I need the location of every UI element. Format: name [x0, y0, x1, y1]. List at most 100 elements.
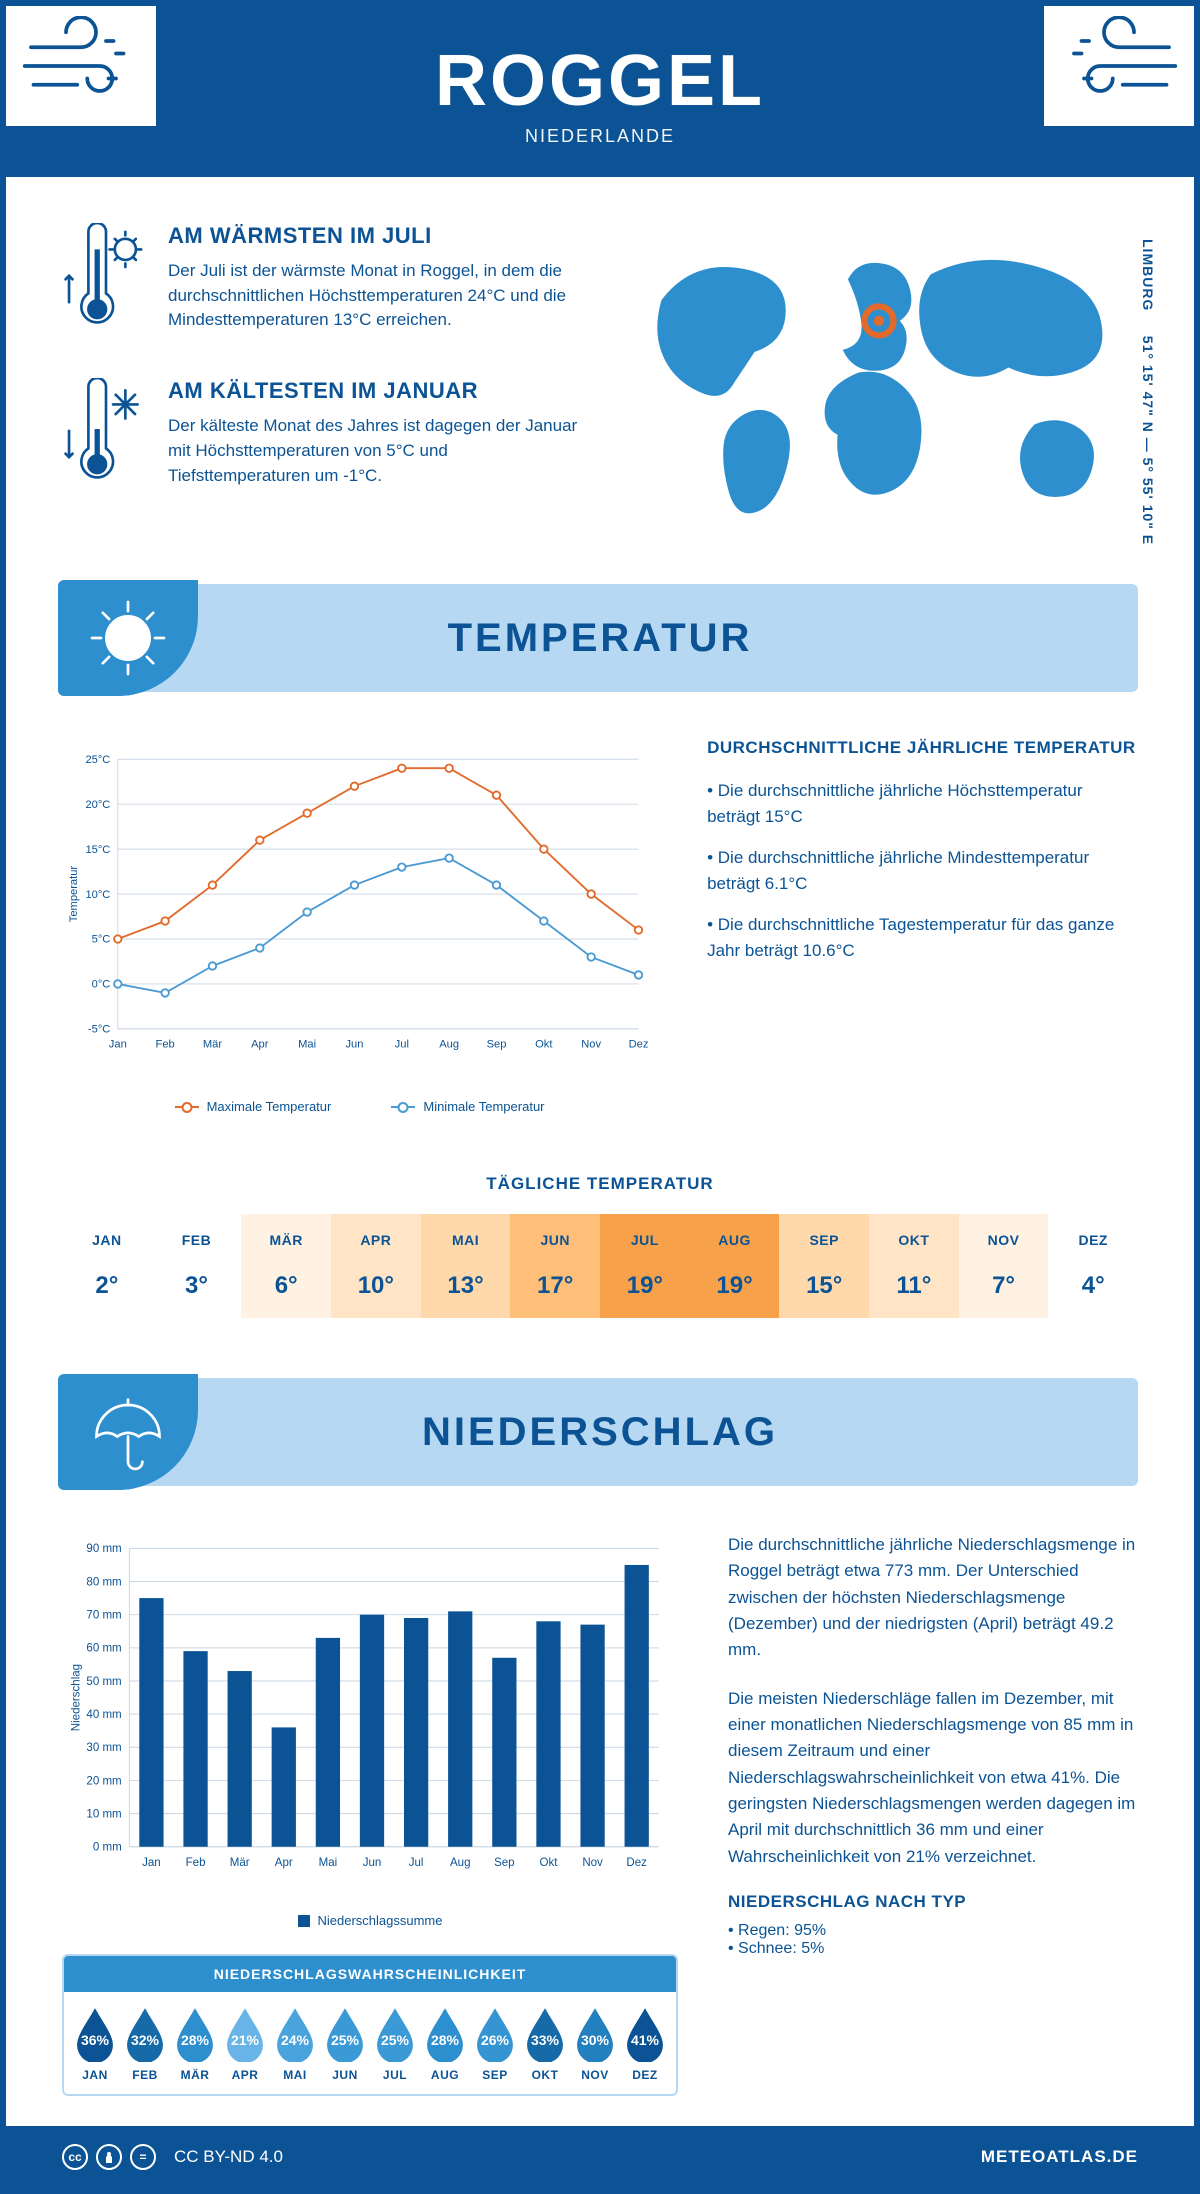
warmest-title: AM WÄRMSTEN IM JULI	[168, 223, 580, 249]
note-bullet: • Die durchschnittliche Tagestemperatur …	[707, 912, 1138, 963]
raindrop-icon: 25%	[372, 2006, 418, 2062]
svg-text:15°C: 15°C	[85, 844, 110, 856]
daily-month: JUL	[604, 1232, 686, 1248]
svg-text:Nov: Nov	[582, 1857, 603, 1869]
svg-text:90 mm: 90 mm	[86, 1543, 121, 1555]
precip-paragraph: Die durchschnittliche jährliche Niedersc…	[728, 1532, 1138, 1664]
legend-min: Minimale Temperatur	[423, 1099, 544, 1114]
svg-text:Jul: Jul	[409, 1857, 424, 1869]
prob-month: FEB	[122, 2068, 168, 2082]
raindrop-icon: 24%	[272, 2006, 318, 2062]
daily-value: 17°	[514, 1272, 596, 1300]
prob-month: OKT	[522, 2068, 568, 2082]
daily-temp-cell: FEB 3°	[152, 1214, 242, 1318]
svg-text:Mär: Mär	[230, 1857, 250, 1869]
svg-text:0°C: 0°C	[92, 979, 111, 991]
prob-percent: 28%	[172, 2032, 218, 2048]
prob-drop-cell: 32% FEB	[122, 2006, 168, 2082]
notes-title: DURCHSCHNITTLICHE JÄHRLICHE TEMPERATUR	[707, 738, 1138, 758]
svg-text:Jan: Jan	[142, 1857, 161, 1869]
temperature-heading: TEMPERATUR	[448, 616, 753, 661]
daily-value: 4°	[1052, 1272, 1134, 1300]
svg-text:Sep: Sep	[494, 1857, 515, 1869]
location-title: ROGGEL	[6, 40, 1194, 122]
coordinates-label: LIMBURG 51° 15' 47" N — 5° 55' 10" E	[1140, 239, 1156, 545]
svg-text:Dez: Dez	[629, 1038, 649, 1050]
daily-temp-cell: JUN17°	[510, 1214, 600, 1318]
daily-value: 19°	[604, 1272, 686, 1300]
coldest-body: Der kälteste Monat des Jahres ist dagege…	[168, 414, 580, 488]
prob-drop-cell: 33% OKT	[522, 2006, 568, 2082]
prob-month: JUL	[372, 2068, 418, 2082]
daily-temp-title: TÄGLICHE TEMPERATUR	[6, 1174, 1194, 1194]
bar-legend-label: Niederschlagssumme	[318, 1913, 443, 1928]
prob-percent: 25%	[372, 2032, 418, 2048]
prob-drop-cell: 24% MAI	[272, 2006, 318, 2082]
svg-text:40 mm: 40 mm	[86, 1709, 121, 1721]
prob-percent: 21%	[222, 2032, 268, 2048]
nd-icon: =	[130, 2144, 156, 2170]
thermometer-cold-icon	[62, 378, 150, 497]
daily-value: 13°	[425, 1272, 507, 1300]
svg-text:80 mm: 80 mm	[86, 1576, 121, 1588]
prob-title: NIEDERSCHLAGSWAHRSCHEINLICHKEIT	[64, 1956, 676, 1992]
daily-value: 15°	[783, 1272, 865, 1300]
world-map: LIMBURG 51° 15' 47" N — 5° 55' 10" E	[620, 223, 1138, 548]
daily-month: MÄR	[245, 1232, 327, 1248]
prob-month: JUN	[322, 2068, 368, 2082]
daily-value: 3°	[156, 1272, 238, 1300]
prob-month: SEP	[472, 2068, 518, 2082]
bar-legend: Niederschlagssumme	[62, 1907, 678, 1928]
note-bullet: • Die durchschnittliche jährliche Mindes…	[707, 845, 1138, 896]
svg-text:Niederschlag: Niederschlag	[70, 1664, 82, 1731]
prob-month: MAI	[272, 2068, 318, 2082]
daily-temp-cell: MÄR 6°	[241, 1214, 331, 1318]
daily-value: 2°	[66, 1272, 148, 1300]
precip-type-title: NIEDERSCHLAG NACH TYP	[728, 1892, 1138, 1912]
prob-drop-cell: 41% DEZ	[622, 2006, 668, 2082]
prob-drop-cell: 36% JAN	[72, 2006, 118, 2082]
raindrop-icon: 28%	[172, 2006, 218, 2062]
temperature-banner: TEMPERATUR	[62, 584, 1138, 692]
region-label: LIMBURG	[1140, 239, 1156, 311]
svg-text:Aug: Aug	[450, 1857, 471, 1869]
precip-type-bullet: • Schnee: 5%	[728, 1940, 1138, 1958]
coords-text: 51° 15' 47" N — 5° 55' 10" E	[1140, 336, 1156, 545]
svg-text:Mai: Mai	[319, 1857, 338, 1869]
header: ROGGEL NIEDERLANDE	[6, 6, 1194, 177]
raindrop-icon: 25%	[322, 2006, 368, 2062]
daily-temp-strip: JAN2°FEB3°MÄR6°APR10°MAI13°JUN17°JUL19°A…	[62, 1214, 1138, 1318]
svg-text:25°C: 25°C	[85, 754, 110, 766]
daily-temp-cell: APR10°	[331, 1214, 421, 1318]
raindrop-icon: 32%	[122, 2006, 168, 2062]
prob-percent: 32%	[122, 2032, 168, 2048]
svg-text:20°C: 20°C	[85, 799, 110, 811]
daily-temp-cell: SEP15°	[779, 1214, 869, 1318]
prob-month: APR	[222, 2068, 268, 2082]
temperature-notes: DURCHSCHNITTLICHE JÄHRLICHE TEMPERATUR •…	[707, 728, 1138, 1114]
raindrop-icon: 41%	[622, 2006, 668, 2062]
precip-heading: NIEDERSCHLAG	[422, 1410, 778, 1455]
infographic-page: ROGGEL NIEDERLANDE AM WÄRMSTEN IM JULI D…	[0, 0, 1200, 2194]
daily-temp-cell: NOV7°	[959, 1214, 1049, 1318]
prob-drop-cell: 25% JUN	[322, 2006, 368, 2082]
precip-type-bullet: • Regen: 95%	[728, 1922, 1138, 1940]
svg-text:Mai: Mai	[298, 1038, 316, 1050]
svg-text:Feb: Feb	[186, 1857, 206, 1869]
daily-month: FEB	[156, 1232, 238, 1248]
by-icon	[96, 2144, 122, 2170]
wind-icon	[1044, 6, 1194, 126]
svg-text:Jun: Jun	[363, 1857, 382, 1869]
svg-text:20 mm: 20 mm	[86, 1775, 121, 1787]
daily-temp-cell: JAN2°	[62, 1214, 152, 1318]
daily-value: 7°	[963, 1272, 1045, 1300]
prob-percent: 33%	[522, 2032, 568, 2048]
svg-text:70 mm: 70 mm	[86, 1610, 121, 1622]
prob-percent: 36%	[72, 2032, 118, 2048]
chart-legend: Maximale Temperatur Minimale Temperatur	[62, 1093, 657, 1114]
prob-drop-cell: 28% AUG	[422, 2006, 468, 2082]
daily-value: 6°	[245, 1272, 327, 1300]
svg-text:Sep: Sep	[487, 1038, 507, 1050]
svg-text:30 mm: 30 mm	[86, 1742, 121, 1754]
prob-percent: 25%	[322, 2032, 368, 2048]
